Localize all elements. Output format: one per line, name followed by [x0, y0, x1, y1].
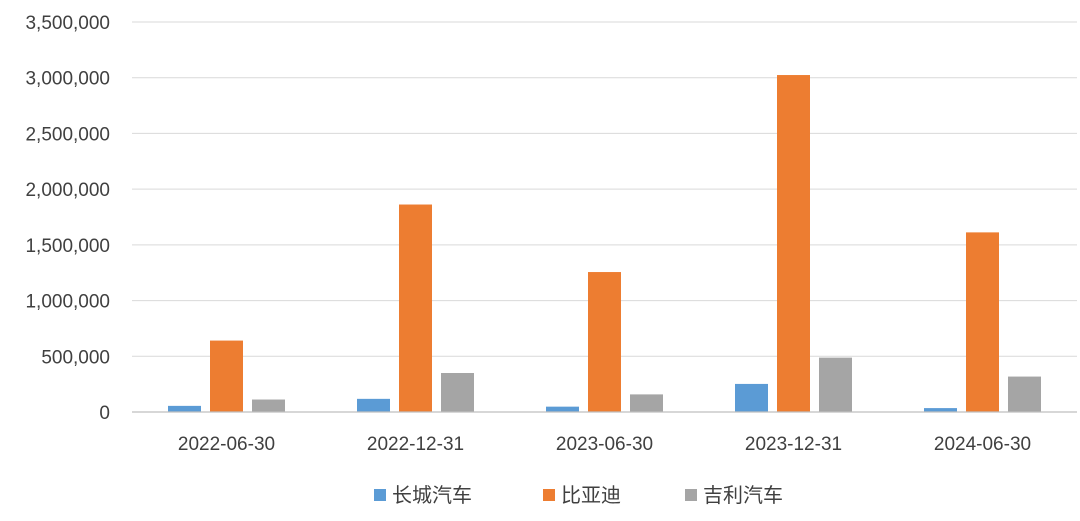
legend-label: 比亚迪	[561, 483, 621, 507]
y-axis-tick-labels: 0 500,000 1,000,000 1,500,000 2,000,000 2,500…	[25, 13, 110, 424]
y-tick-label: 3,000,000	[25, 69, 110, 90]
x-axis-tick-labels: 2022-06-30 2022-12-31 2023-06-30 2023-12-31…	[178, 434, 1031, 455]
bar-3-2024-06-30	[1008, 376, 1041, 412]
y-tick-label: 0	[99, 403, 110, 424]
bar-1-2022-12-31	[357, 398, 390, 412]
legend: 长城汽车 比亚迪 吉利汽车	[374, 483, 783, 507]
bar-2-2023-12-31	[777, 75, 810, 412]
y-tick-label: 3,500,000	[25, 13, 110, 34]
bar-3-2023-12-31	[819, 357, 852, 412]
bar-1-2024-06-30	[924, 408, 957, 412]
x-tick-label: 2024-06-30	[934, 434, 1031, 455]
bar-2-2022-12-31	[399, 204, 432, 412]
bar-1-2023-06-30	[546, 406, 579, 412]
y-tick-label: 1,500,000	[25, 236, 110, 257]
bar-3-2023-06-30	[630, 394, 663, 412]
bar-1-2023-12-31	[735, 383, 768, 412]
x-tick-label: 2023-12-31	[745, 434, 842, 455]
legend-swatch	[374, 489, 386, 501]
legend-label: 吉利汽车	[703, 483, 783, 507]
x-tick-label: 2022-12-31	[367, 434, 464, 455]
legend-swatch	[685, 489, 697, 501]
y-tick-label: 500,000	[41, 347, 110, 368]
legend-swatch	[543, 489, 555, 501]
bar-3-2022-12-31	[441, 373, 474, 412]
y-tick-label: 2,000,000	[25, 180, 110, 201]
y-tick-label: 1,000,000	[25, 292, 110, 313]
y-tick-label: 2,500,000	[25, 124, 110, 145]
bars	[168, 75, 1041, 412]
bar-2-2024-06-30	[966, 232, 999, 412]
bar-3-2022-06-30	[252, 399, 285, 412]
gridlines	[132, 21, 1077, 357]
legend-label: 长城汽车	[392, 483, 472, 507]
x-tick-label: 2022-06-30	[178, 434, 275, 455]
bar-2-2022-06-30	[210, 340, 243, 412]
bar-2-2023-06-30	[588, 272, 621, 412]
x-tick-label: 2023-06-30	[556, 434, 653, 455]
bar-1-2022-06-30	[168, 405, 201, 412]
